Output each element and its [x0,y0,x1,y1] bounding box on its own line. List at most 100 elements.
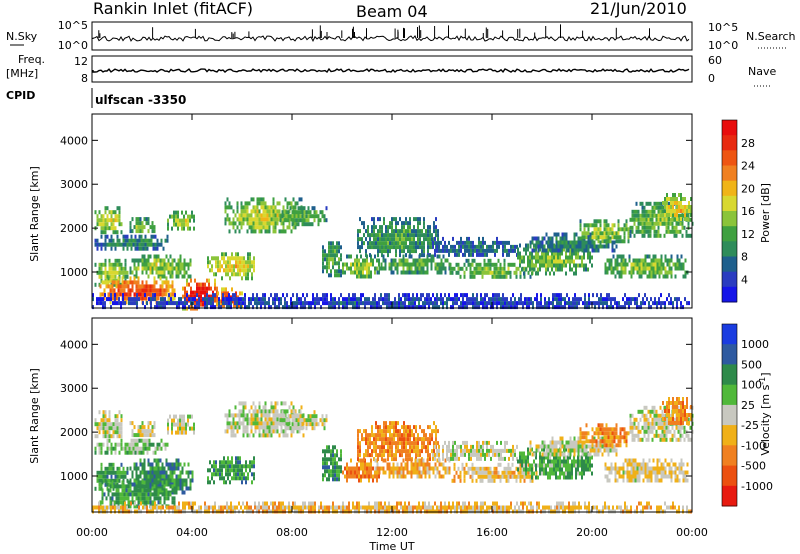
scan-cell [158,446,161,451]
scan-cell [577,240,580,245]
scan-cell [561,247,563,252]
scan-cell [176,305,178,310]
scan-cell [392,270,395,275]
scan-cell [223,268,225,273]
scan-cell [665,229,668,234]
scan-cell [460,248,462,253]
scan-cell [618,270,621,275]
scan-cell [183,414,185,419]
scan-cell [527,255,529,260]
scan-cell [293,418,296,423]
scan-cell [158,242,161,247]
scan-cell [668,270,671,275]
scan-cell [136,305,138,310]
scan-cell [472,240,474,245]
scan-cell [149,496,152,501]
scan-cell [608,293,610,298]
scan-cell [636,301,638,306]
scan-cell [389,441,391,446]
scan-cell [247,272,249,277]
scan-cell [377,453,379,458]
scan-cell [92,293,94,298]
scan-cell [227,256,229,261]
scan-cell [246,425,249,430]
scan-cell [682,197,684,201]
scan-cell [114,430,117,435]
scan-cell [486,248,488,253]
scan-cell [332,297,334,302]
scan-cell [141,500,144,505]
scan-cell [460,301,462,306]
scan-cell [124,446,127,451]
scan-cell [375,445,377,450]
scan-cell [417,241,419,246]
scan-cell [340,469,342,474]
scan-cell [294,305,296,310]
scan-cell [135,266,138,271]
scan-cell [104,210,107,215]
scan-cell [428,297,430,302]
scan-cell [272,213,275,218]
scan-cell [581,255,583,260]
scan-cell [236,201,239,206]
scan-cell [236,301,238,306]
scan-cell [314,301,316,306]
scan-cell [231,460,233,465]
scan-cell [668,217,670,221]
scan-cell [617,235,620,240]
scan-cell [668,262,671,267]
scan-cell [378,270,380,275]
scan-cell [429,245,431,250]
scan-cell [502,293,504,298]
scan-cell [194,305,196,310]
scan-cell [482,297,484,302]
scan-cell [127,484,130,489]
scan-cell [240,209,243,214]
scan-cell [432,258,435,263]
scan-cell [185,426,187,431]
scan-cell [282,429,285,434]
scan-cell [596,293,598,298]
scan-cell [130,446,133,451]
scan-cell [336,253,338,258]
scan-cell [237,460,239,465]
scan-cell [492,240,494,245]
scan-cell [108,422,111,427]
scan-cell [364,262,366,267]
scan-cell [551,263,553,268]
scan-cell [106,422,109,427]
scan-cell [151,225,154,230]
scan-cell [303,214,306,219]
scan-cell [658,301,660,306]
scan-cell [350,474,352,479]
scan-cell [521,267,523,272]
scan-cell [160,438,163,443]
scan-cell [330,253,332,258]
scan-cell [662,262,665,267]
scan-cell [392,258,395,263]
scan-cell [589,255,591,260]
scan-cell [415,229,417,234]
scan-cell [141,484,144,489]
scan-cell [626,301,628,306]
scan-cell [96,270,99,275]
scan-cell [357,233,359,238]
scan-cell [344,262,346,267]
scan-cell [646,297,648,302]
scan-cell [114,297,116,302]
scan-cell [466,236,468,241]
scan-cell [191,214,193,219]
scan-cell [402,266,405,271]
scan-cell [137,225,140,230]
scan-cell [137,425,140,430]
scan-cell [664,305,666,310]
scan-cell [270,421,273,426]
scan-cell [657,221,660,226]
scan-cell [619,239,622,244]
scan-cell [397,221,399,226]
scan-cell [274,421,277,426]
scan-cell [381,253,383,258]
scan-cell [668,301,670,306]
scan-cell [332,457,334,462]
scan-cell [100,422,103,427]
